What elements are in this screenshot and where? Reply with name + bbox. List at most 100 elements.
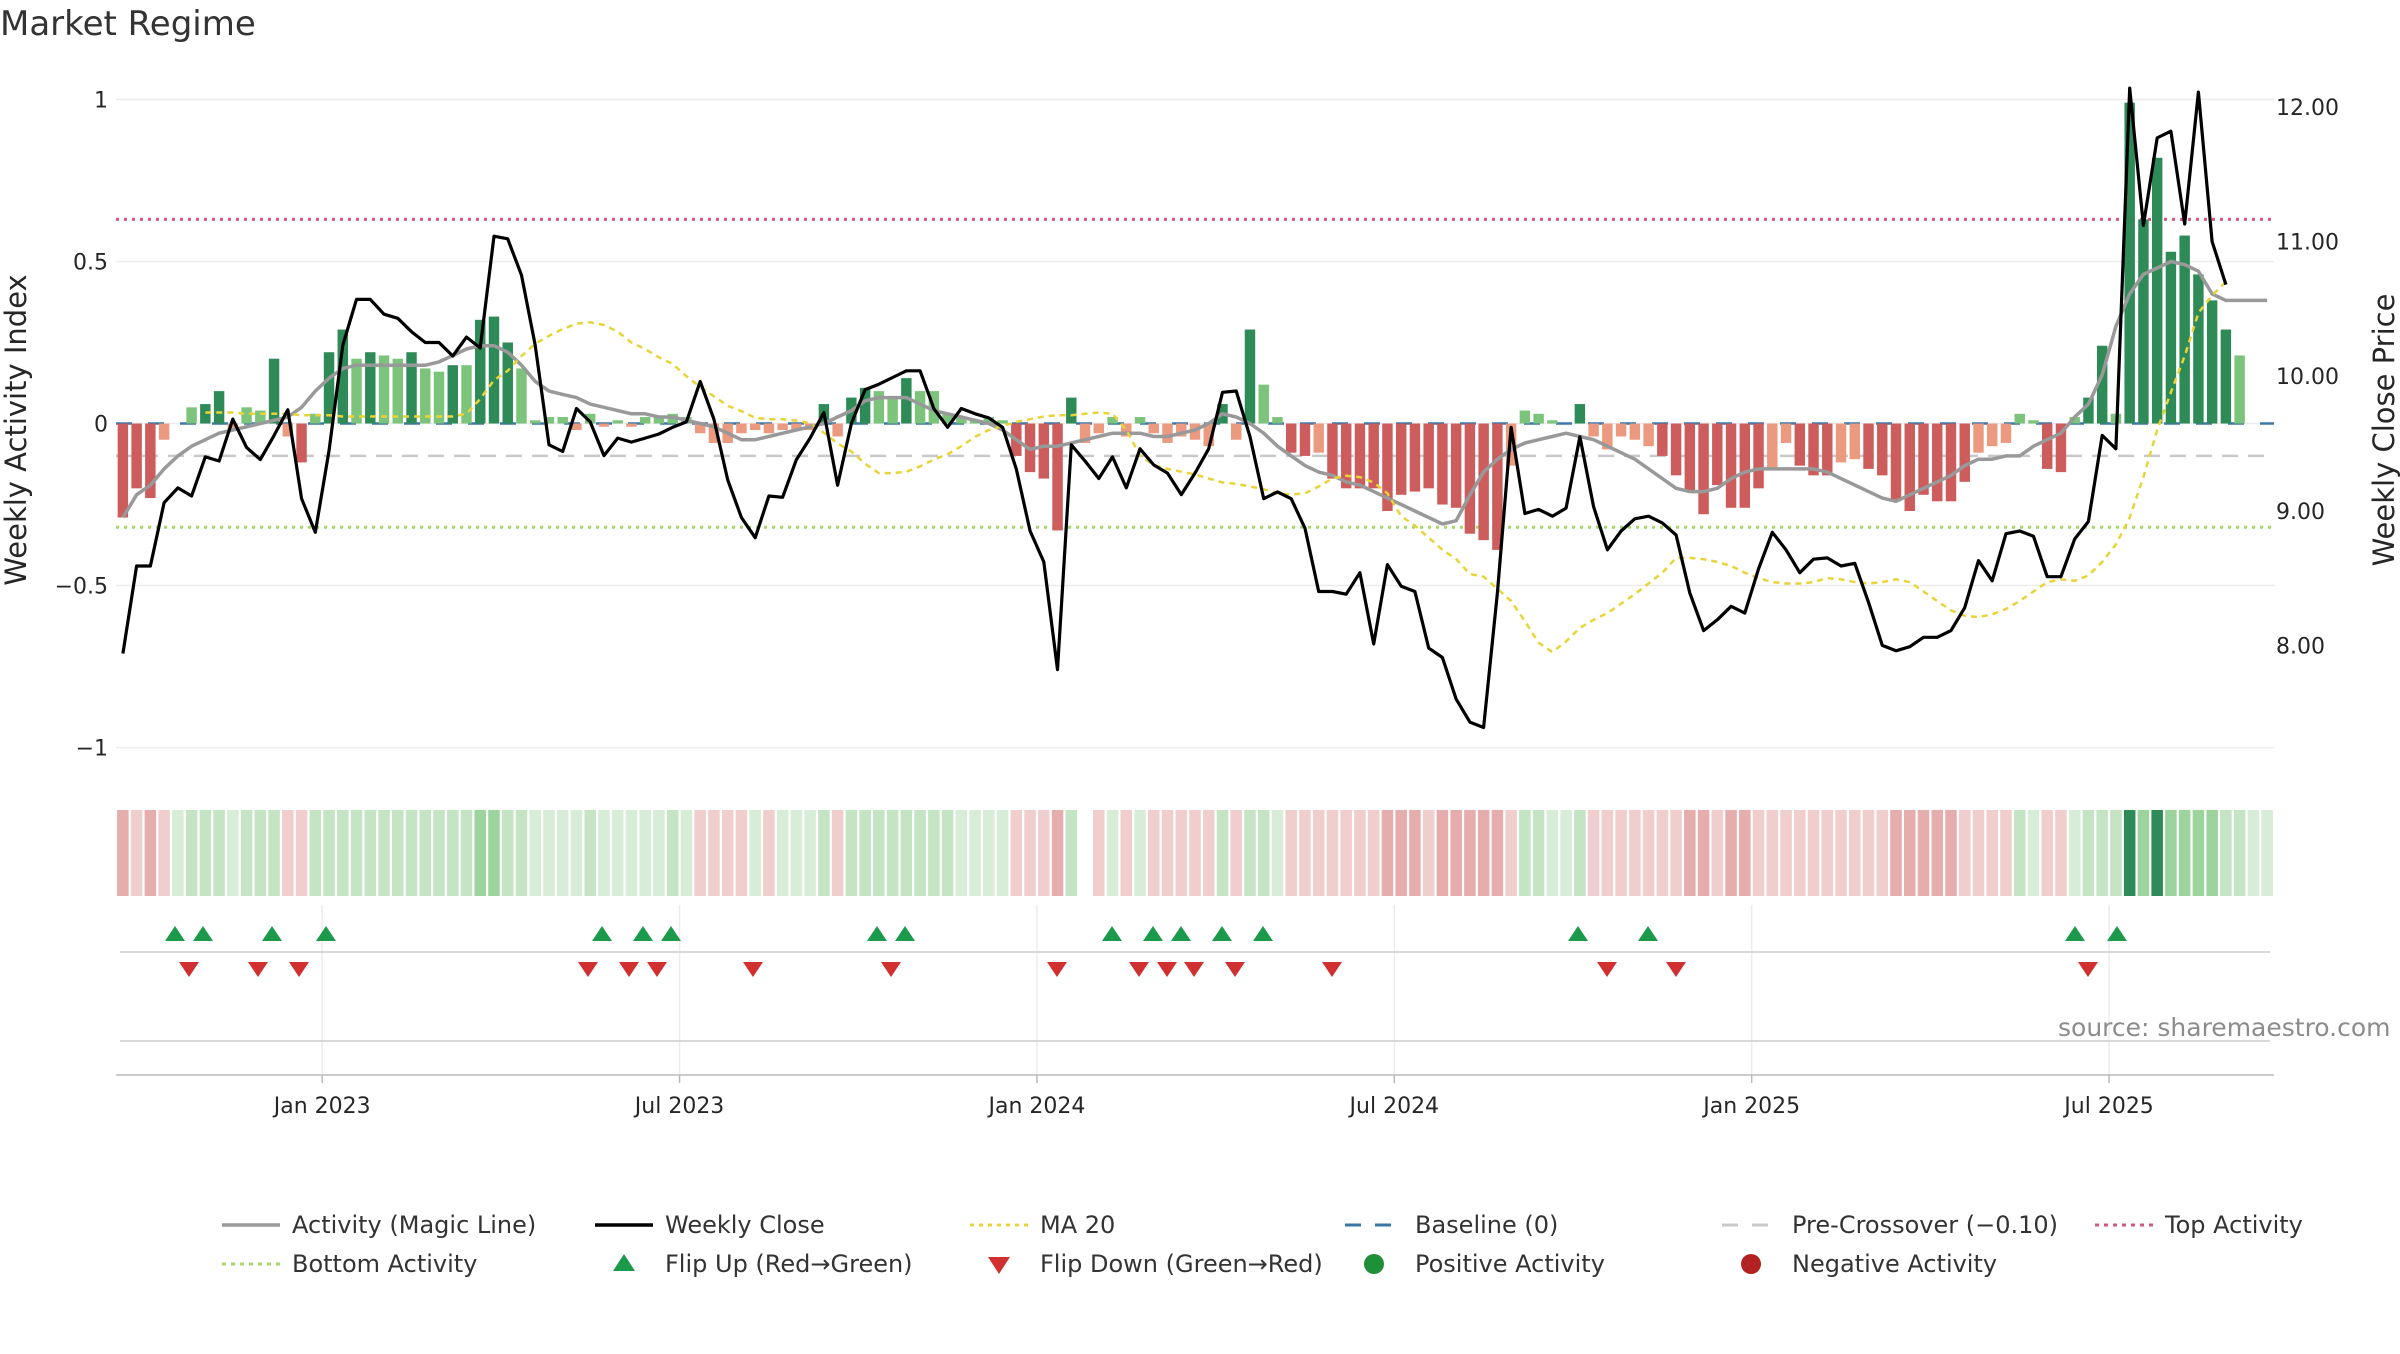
activity-bar	[378, 355, 390, 424]
regime-cell	[611, 810, 624, 896]
activity-bar	[2014, 413, 2025, 424]
regime-cell	[2000, 810, 2012, 896]
activity-bar	[268, 358, 280, 424]
activity-bar	[859, 387, 871, 424]
activity-bar	[365, 352, 376, 424]
y-axis-left-title: Weekly Activity Index	[0, 274, 33, 585]
flip-down-marker	[647, 962, 667, 977]
regime-cell	[433, 810, 445, 896]
y-right-tick-label: 9.00	[2276, 500, 2325, 525]
activity-bar	[502, 342, 513, 424]
activity-bar	[516, 368, 527, 424]
regime-cell	[501, 810, 514, 896]
activity-bar	[488, 316, 500, 424]
activity-bar	[447, 365, 458, 424]
y-left-tick-label: −0.5	[55, 575, 108, 600]
activity-bar	[1712, 423, 1723, 486]
activity-bar	[1519, 410, 1531, 424]
activity-bar	[1849, 423, 1860, 460]
regime-cell	[914, 810, 926, 896]
regime-cell	[2027, 810, 2040, 896]
regime-cell	[1629, 810, 1641, 896]
regime-cell	[1175, 810, 1188, 896]
activity-bar	[777, 423, 788, 430]
regime-cell	[1615, 810, 1627, 896]
regime-cell	[378, 810, 390, 896]
y-right-tick-label: 11.00	[2276, 231, 2339, 256]
regime-cell	[1656, 810, 1669, 896]
activity-bar	[887, 397, 898, 424]
activity-bar	[873, 391, 885, 424]
activity-bar	[1725, 423, 1737, 508]
regime-cell	[1945, 810, 1957, 896]
activity-bar	[1272, 417, 1283, 424]
regime-cell	[1642, 810, 1655, 896]
regime-cell	[515, 810, 528, 896]
magic-line	[121, 259, 2268, 526]
flip-up-marker	[1102, 926, 1122, 941]
y-right-tick-label: 12.00	[2276, 96, 2339, 121]
activity-bar	[1162, 423, 1173, 443]
series-lines	[121, 86, 2268, 730]
legend-item: Baseline (0)	[1345, 1211, 1558, 1239]
regime-cell	[1381, 810, 1394, 896]
regime-cell	[1312, 810, 1325, 896]
activity-bar	[901, 378, 912, 424]
regime-cell	[1519, 810, 1531, 896]
regime-cell	[419, 810, 432, 896]
regime-cell	[488, 810, 500, 896]
regime-cell	[625, 810, 638, 896]
regime-cell	[2041, 810, 2053, 896]
activity-bar	[1794, 423, 1806, 466]
activity-bar	[2151, 157, 2163, 424]
regime-cell	[1848, 810, 1861, 896]
activity-bar	[1354, 423, 1366, 489]
regime-cell	[1711, 810, 1724, 896]
regime-cell	[1917, 810, 1930, 896]
activity-bar	[145, 423, 156, 499]
flip-down-marker	[1225, 962, 1245, 977]
activity-bar	[1877, 423, 1888, 476]
regime-cell	[666, 810, 679, 896]
flip-down-marker	[881, 962, 901, 977]
activity-bar	[736, 423, 747, 434]
flip-up-marker	[633, 926, 653, 941]
regime-strip	[117, 810, 2273, 896]
activity-bar	[1533, 413, 1544, 424]
x-tick-label: Jan 2025	[1701, 1094, 1800, 1119]
regime-cell	[1299, 810, 1311, 896]
activity-bar	[1602, 423, 1613, 450]
regime-cell	[1546, 810, 1559, 896]
regime-cell	[1532, 810, 1545, 896]
regime-cell	[1794, 810, 1806, 896]
regime-cell	[1725, 810, 1737, 896]
regime-cell	[1587, 810, 1600, 896]
activity-bar	[1629, 423, 1641, 440]
regime-cell	[790, 810, 803, 896]
flip-up-marker	[262, 926, 282, 941]
regime-cell	[1010, 810, 1023, 896]
regime-cell	[570, 810, 583, 896]
regime-cell	[584, 810, 596, 896]
regime-cell	[1093, 810, 1105, 896]
activity-bar	[1395, 423, 1407, 495]
legend-swatch	[988, 1257, 1010, 1274]
flip-down-marker	[619, 962, 639, 977]
activity-bar	[282, 423, 294, 437]
regime-cell	[1367, 810, 1380, 896]
activity-bar	[1574, 404, 1586, 424]
regime-cell	[268, 810, 280, 896]
activity-bar	[653, 417, 665, 424]
regime-cell	[928, 810, 940, 896]
activity-bar	[612, 420, 623, 424]
regime-cell	[1409, 810, 1421, 896]
regime-cell	[1807, 810, 1820, 896]
legend-label: Bottom Activity	[292, 1250, 477, 1278]
regime-cell	[969, 810, 981, 896]
activity-bar	[2138, 219, 2149, 424]
legend-label: Flip Up (Red→Green)	[665, 1250, 913, 1278]
regime-cell	[2233, 810, 2246, 896]
activity-bar	[2220, 329, 2232, 424]
regime-cell	[309, 810, 322, 896]
